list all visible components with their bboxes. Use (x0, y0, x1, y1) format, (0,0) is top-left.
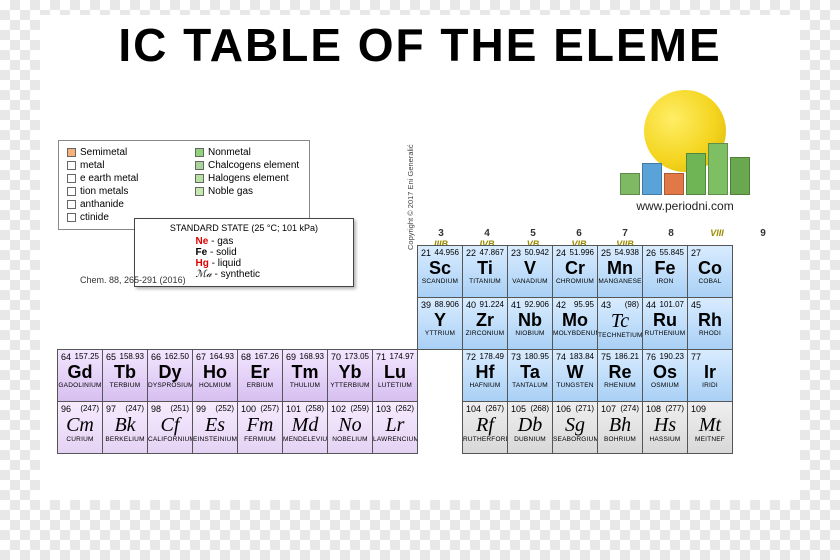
element-cell-er: 68167.26ErERBIUM (237, 349, 283, 402)
element-cell-bk: 97(247)BkBERKELIUM (102, 401, 148, 454)
element-cell-mt: 109MtMEITNEF (687, 401, 733, 454)
element-cell-os: 76190.23OsOSMIUM (642, 349, 688, 402)
element-cell-rh: 45RhRHODI (687, 297, 733, 350)
legend-item: metal (67, 160, 177, 171)
element-cell-sg: 106(271)SgSEABORGIUM (552, 401, 598, 454)
element-cell-tb: 65158.93TbTERBIUM (102, 349, 148, 402)
standard-state-heading: STANDARD STATE (25 °C; 101 kPa) (143, 223, 345, 233)
element-cell-yb: 70173.05YbYTTERBIUM (327, 349, 373, 402)
element-cell-ru: 44101.07RuRUTHENIUM (642, 297, 688, 350)
legend-item: Semimetal (67, 147, 177, 158)
element-cell-ir: 77IrIRIDI (687, 349, 733, 402)
legend-item: anthanide (67, 199, 177, 210)
period-4-row: 2144.956ScSCANDIUM2247.867TiTITANIUM2350… (418, 246, 733, 298)
legend-item: tion metals (67, 186, 177, 197)
element-cell-sc: 2144.956ScSCANDIUM (417, 245, 463, 298)
element-cell-bh: 107(274)BhBOHRIUM (597, 401, 643, 454)
element-cell-nb: 4192.906NbNIOBIUM (507, 297, 553, 350)
element-cell-lr: 103(262)LrLAWRENCIUM (372, 401, 418, 454)
element-cell-db: 105(268)DbDUBNIUM (507, 401, 553, 454)
element-cell-hf: 72178.49HfHAFNIUM (462, 349, 508, 402)
state-item: Ne - gas (196, 236, 293, 247)
category-legend: Semimetal Nonmetal metal Chalcogens element… (58, 140, 310, 230)
element-cell-rf: 104(267)RfRUTHERFORDIUM (462, 401, 508, 454)
period-7-row: 104(267)RfRUTHERFORDIUM105(268)DbDUBNIUM… (463, 402, 733, 454)
legend-item: Nonmetal (195, 147, 305, 158)
page-title: IC TABLE OF THE ELEME (0, 18, 840, 72)
element-cell-es: 99(252)EsEINSTEINIUM (192, 401, 238, 454)
element-cell-hs: 108(277)HsHASSIUM (642, 401, 688, 454)
element-cell-ta: 73180.95TaTANTALUM (507, 349, 553, 402)
element-cell-v: 2350.942VVANADIUM (507, 245, 553, 298)
element-cell-dy: 66162.50DyDYSPROSIUM (147, 349, 193, 402)
element-cell-lu: 71174.97LuLUTETIUM (372, 349, 418, 402)
element-cell-gd: 64157.25GdGADOLINIUM (57, 349, 103, 402)
period-6-row: 72178.49HfHAFNIUM73180.95TaTANTALUM74183… (463, 350, 733, 402)
element-cell-tm: 69168.93TmTHULIUM (282, 349, 328, 402)
bar-chart-icon (600, 140, 770, 195)
copyright: Copyright © 2017 Eni Generalić (406, 130, 415, 250)
element-cell-fe: 2655.845FeIRON (642, 245, 688, 298)
element-cell-cf: 98(251)CfCALIFORNIUM (147, 401, 193, 454)
site-url: www.periodni.com (600, 199, 770, 213)
legend-item: Noble gas (195, 186, 305, 197)
element-cell-co: 27CoCOBAL (687, 245, 733, 298)
state-item: Hg - liquid (196, 258, 293, 269)
legend-item: e earth metal (67, 173, 177, 184)
lanthanide-row: 64157.25GdGADOLINIUM65158.93TbTERBIUM661… (58, 350, 418, 402)
element-cell-ti: 2247.867TiTITANIUM (462, 245, 508, 298)
legend-item: Halogens element (195, 173, 305, 184)
element-cell-zr: 4091.224ZrZIRCONIUM (462, 297, 508, 350)
citation: Chem. 88, 265-291 (2016) (80, 275, 186, 285)
element-cell-ho: 67164.93HoHOLMIUM (192, 349, 238, 402)
site-logo: www.periodni.com (600, 90, 770, 213)
element-cell-mo: 4295.95MoMOLYBDENUM (552, 297, 598, 350)
state-item: ℳ𝒶 - synthetic (196, 269, 293, 280)
element-cell-w: 74183.84WTUNGSTEN (552, 349, 598, 402)
element-cell-cr: 2451.996CrCHROMIUM (552, 245, 598, 298)
element-cell-re: 75186.21ReRHENIUM (597, 349, 643, 402)
element-cell-cm: 96(247)CmCURIUM (57, 401, 103, 454)
element-cell-md: 101(258)MdMENDELEVIUM (282, 401, 328, 454)
state-item: Fe - solid (196, 247, 293, 258)
element-cell-no: 102(259)NoNOBELIUM (327, 401, 373, 454)
legend-item: Chalcogens element (195, 160, 305, 171)
element-cell-tc: 43(98)TcTECHNETIUM (597, 297, 643, 350)
actinide-row: 96(247)CmCURIUM97(247)BkBERKELIUM98(251)… (58, 402, 418, 454)
element-cell-mn: 2554.938MnMANGANESE (597, 245, 643, 298)
element-cell-fm: 100(257)FmFERMIUM (237, 401, 283, 454)
element-cell-y: 3988.906YYTTRIUM (417, 297, 463, 350)
period-5-row: 3988.906YYTTRIUM4091.224ZrZIRCONIUM4192.… (418, 298, 733, 350)
